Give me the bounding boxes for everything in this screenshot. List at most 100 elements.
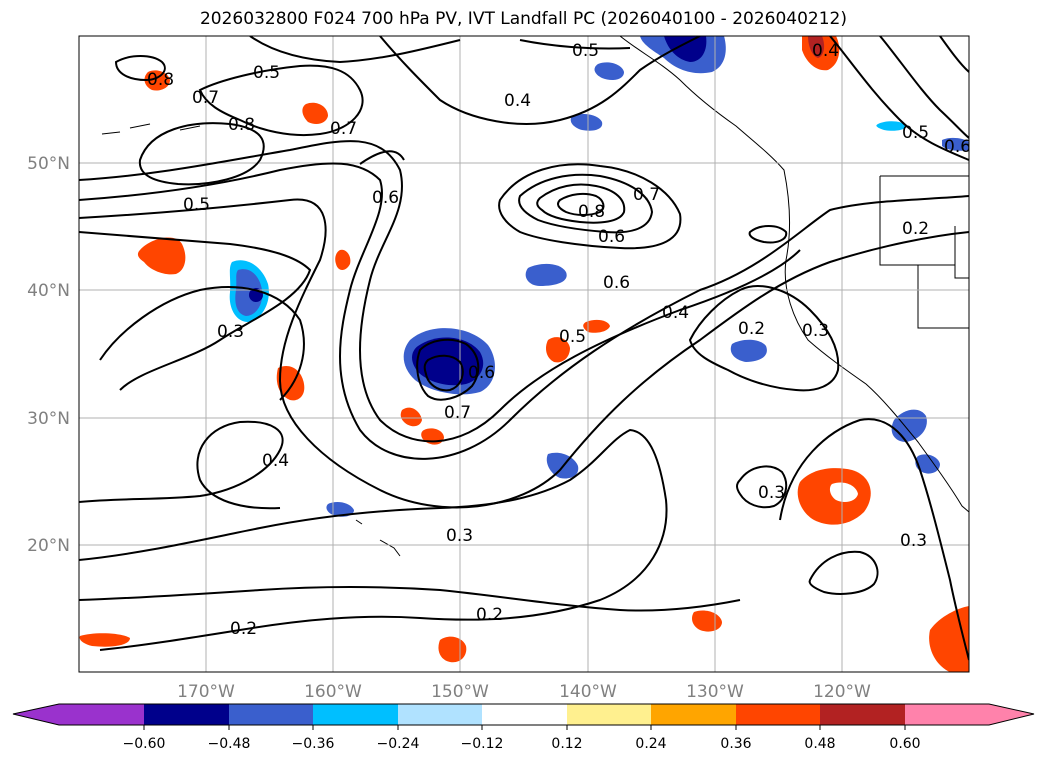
colorbar-segment <box>229 704 313 725</box>
contour-line <box>79 586 741 612</box>
contour-label: 0.3 <box>217 322 244 342</box>
contour-line <box>879 36 969 139</box>
contour-line <box>416 338 480 401</box>
lon-label: 150°W <box>431 682 489 702</box>
colorbar-segment <box>567 704 651 725</box>
contour-label: 0.4 <box>812 41 839 61</box>
pv-region <box>335 249 351 270</box>
pv-region <box>829 482 858 502</box>
contour-label: 0.6 <box>598 227 625 247</box>
contour-line <box>379 36 701 125</box>
pv-region <box>664 36 707 62</box>
island-chain <box>101 123 201 135</box>
pv-region <box>144 70 170 91</box>
colorbar-segment <box>820 704 905 725</box>
contour-line <box>518 173 654 234</box>
longitude-labels: 170°W 160°W 150°W 140°W 130°W 120°W <box>177 682 871 702</box>
pv-region <box>137 237 186 275</box>
positive-pv-regions <box>79 36 969 672</box>
contour-line <box>249 36 461 64</box>
contour-label: 0.6 <box>372 188 399 208</box>
contour-label: 0.3 <box>446 526 473 546</box>
contour-line <box>198 64 364 137</box>
lat-label: 50°N <box>27 154 70 174</box>
state-borders <box>879 175 969 329</box>
contour-label: 0.4 <box>262 451 289 471</box>
pv-region <box>302 102 328 124</box>
colorbar-segment <box>736 704 820 725</box>
contour-label: 0.2 <box>902 219 929 239</box>
colorbar-segment <box>651 704 736 725</box>
contour-line <box>688 285 840 392</box>
coastlines <box>101 36 969 557</box>
pv-region <box>235 269 263 316</box>
contour-line <box>829 36 969 161</box>
colorbar-label: −0.12 <box>461 736 504 752</box>
colorbar: −0.60 −0.48 −0.36 −0.24 −0.12 0.12 0.24 … <box>12 703 1035 752</box>
contour-line <box>557 192 605 216</box>
map-plot-area: 0.8 0.5 0.7 0.8 0.7 0.5 0.6 0.4 0.5 0.7 … <box>79 36 969 672</box>
colorbar-segment <box>59 704 144 725</box>
contour-label: 0.4 <box>662 303 689 323</box>
coastline <box>619 36 969 513</box>
colorbar-outline <box>12 703 1035 726</box>
lon-label: 170°W <box>177 682 235 702</box>
contour-line <box>536 183 626 224</box>
colorbar-label: −0.48 <box>208 736 251 752</box>
contour-line <box>939 36 969 73</box>
contour-label: 0.7 <box>444 403 471 423</box>
contour-line <box>736 465 788 509</box>
pv-region <box>400 407 422 427</box>
pv-contours <box>79 36 969 661</box>
lat-label: 20°N <box>27 536 70 556</box>
colorbar-label: −0.24 <box>377 736 420 752</box>
pv-region <box>525 263 567 286</box>
contour-label: 0.7 <box>633 185 660 205</box>
contour-label: 0.5 <box>572 41 599 61</box>
colorbar-label: −0.60 <box>123 736 166 752</box>
contour-line <box>79 420 284 510</box>
colorbar-segment <box>144 704 229 725</box>
plot-frame <box>78 35 970 673</box>
map-title: 2026032800 F024 700 hPa PV, IVT Landfall… <box>199 9 847 29</box>
colorbar-segment <box>482 704 567 725</box>
contour-label: 0.3 <box>900 531 927 551</box>
lat-label: 30°N <box>27 409 70 429</box>
pv-region <box>412 337 484 386</box>
colorbar-label: 0.12 <box>551 736 582 752</box>
contour-line <box>79 231 312 391</box>
colorbar-label: 0.24 <box>635 736 666 752</box>
contour-line <box>519 39 631 50</box>
contour-label: 0.3 <box>802 321 829 341</box>
contour-label: 0.6 <box>603 273 630 293</box>
lon-label: 160°W <box>304 682 362 702</box>
pv-region <box>594 62 624 80</box>
colorbar-label: 0.36 <box>720 736 751 752</box>
contour-line <box>359 150 405 165</box>
pv-region <box>583 319 610 333</box>
pv-region <box>438 636 467 663</box>
hawaii <box>355 519 401 557</box>
contour-label: 0.7 <box>192 88 219 108</box>
contour-line <box>99 286 305 401</box>
contour-labels: 0.8 0.5 0.7 0.8 0.7 0.5 0.6 0.4 0.5 0.7 … <box>147 41 969 639</box>
contour-line <box>79 162 969 460</box>
contour-line <box>498 163 682 250</box>
pv-region <box>942 137 969 151</box>
contour-label: 0.2 <box>230 619 257 639</box>
contour-label: 0.8 <box>228 115 255 135</box>
colorbar-extend-high <box>989 704 1034 725</box>
contour-label: 0.2 <box>476 605 503 625</box>
contour-label: 0.3 <box>758 483 785 503</box>
lat-label: 40°N <box>27 281 70 301</box>
contour-label: 0.5 <box>253 63 280 83</box>
contour-line <box>808 550 879 595</box>
pv-region <box>570 114 603 131</box>
lon-label: 140°W <box>559 682 617 702</box>
contour-line <box>423 354 464 392</box>
contour-line <box>138 122 265 186</box>
colorbar-label: 0.60 <box>889 736 920 752</box>
pv-region <box>79 633 130 647</box>
lon-label: 120°W <box>813 682 871 702</box>
